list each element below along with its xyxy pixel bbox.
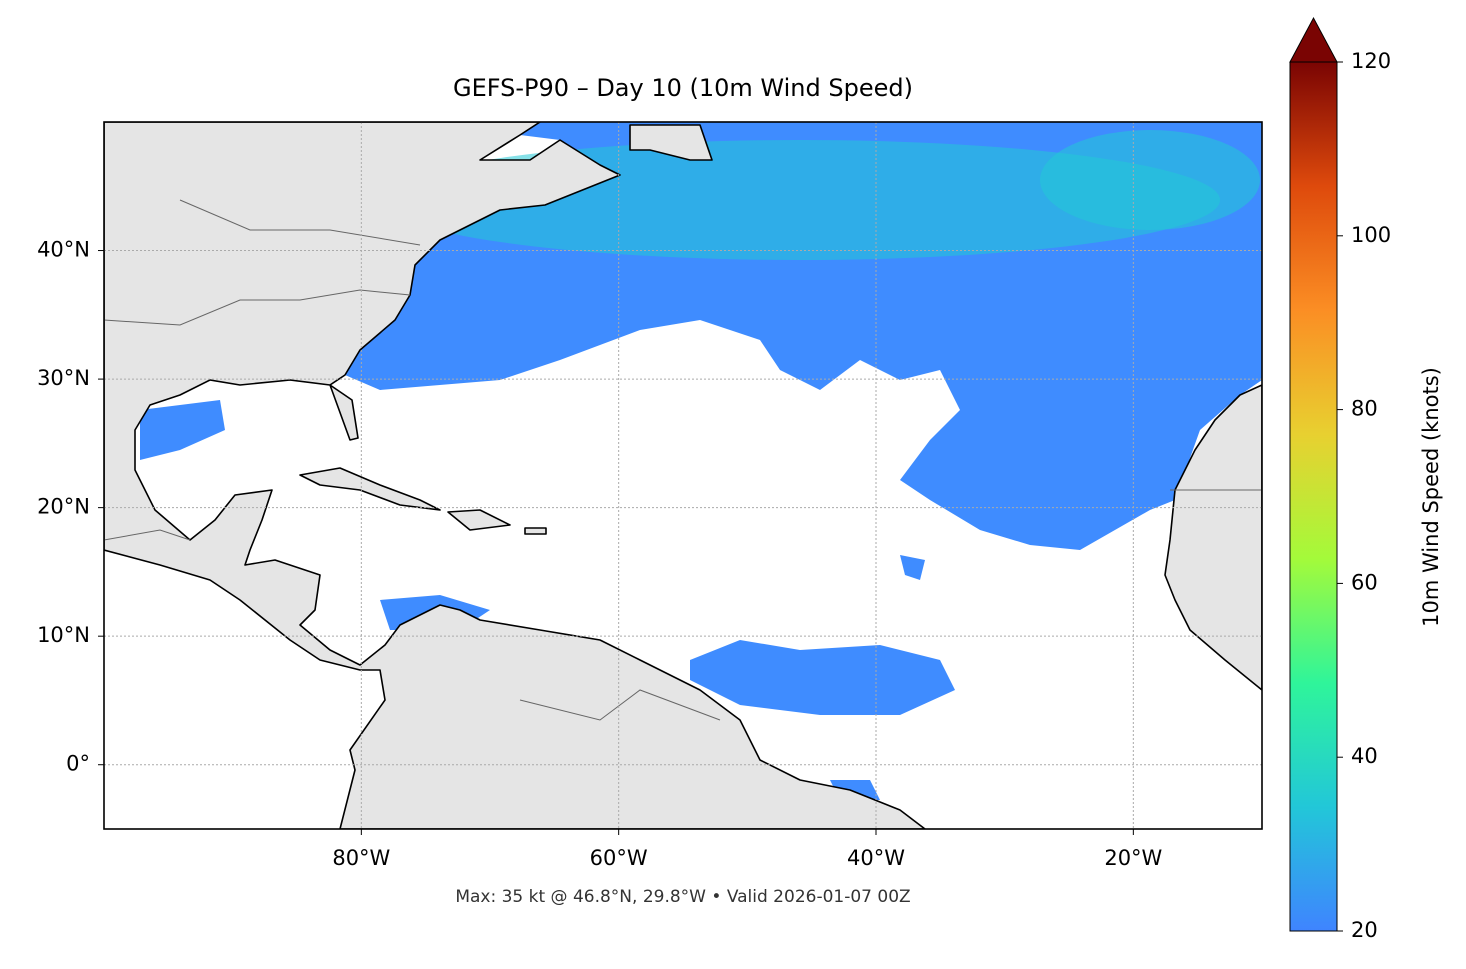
map-frame	[103, 121, 1263, 830]
border	[104, 529, 191, 541]
land-hispaniola	[447, 509, 511, 531]
land-africa	[1164, 384, 1262, 691]
border	[104, 289, 411, 326]
colorbar-extend	[1289, 16, 1338, 63]
x-tick-label: 80°W	[332, 846, 390, 870]
colorbar-tick-label: 60	[1351, 570, 1378, 594]
land-puerto-rico	[524, 527, 547, 535]
wind-area-strong	[1040, 130, 1260, 230]
y-tick-label: 20°N	[37, 495, 90, 519]
wind-area	[140, 400, 225, 460]
land-cuba	[299, 467, 441, 511]
y-tick-label: 0°	[66, 752, 90, 776]
wind-area	[900, 555, 925, 580]
colorbar-tick-label: 120	[1351, 49, 1391, 73]
x-tick-label: 40°W	[847, 846, 905, 870]
colorbar-tick-label: 40	[1351, 744, 1378, 768]
y-tick-label: 10°N	[37, 623, 90, 647]
footer-note: Max: 35 kt @ 46.8°N, 29.8°W • Valid 2026…	[455, 887, 910, 907]
colorbar-label: 10m Wind Speed (knots)	[1419, 367, 1443, 627]
colorbar	[1289, 61, 1338, 932]
land-newfoundland	[629, 124, 713, 161]
colorbar-tick-label: 100	[1351, 223, 1391, 247]
border	[179, 199, 421, 246]
chart-title: GEFS-P90 – Day 10 (10m Wind Speed)	[453, 74, 913, 102]
y-tick-label: 40°N	[37, 238, 90, 262]
x-tick-label: 60°W	[590, 846, 648, 870]
wind-area	[690, 640, 955, 715]
colorbar-tick-label: 80	[1351, 397, 1378, 421]
x-tick-label: 20°W	[1104, 846, 1162, 870]
y-tick-label: 30°N	[37, 366, 90, 390]
colorbar-tick-label: 20	[1351, 918, 1378, 942]
border	[519, 689, 721, 721]
map-area	[104, 122, 1262, 829]
